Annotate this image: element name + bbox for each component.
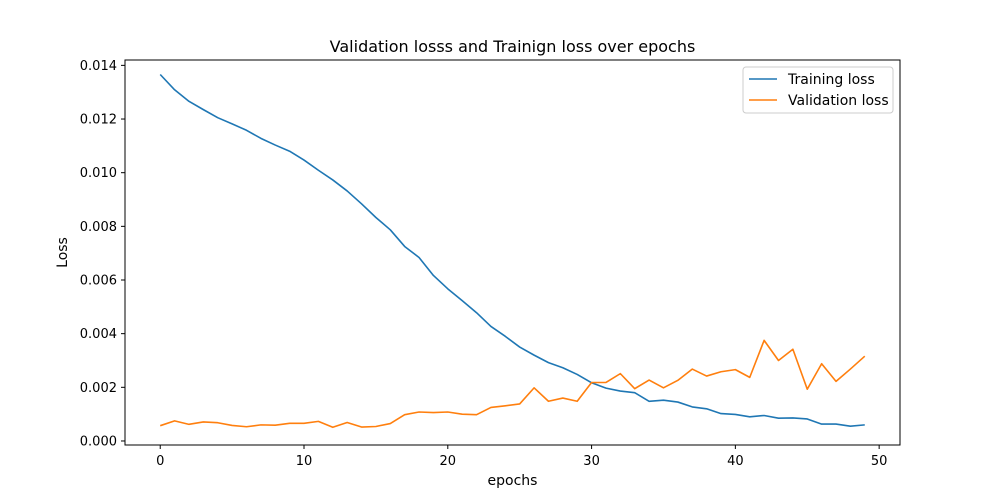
x-tick-label: 40 bbox=[727, 454, 744, 469]
y-tick-label: 0.010 bbox=[80, 166, 117, 181]
y-tick-label: 0.006 bbox=[80, 274, 117, 289]
x-tick-label: 0 bbox=[156, 454, 164, 469]
plot-lines bbox=[159, 73, 866, 429]
series-line-validation-loss bbox=[159, 339, 866, 429]
plot-frame bbox=[124, 59, 901, 446]
y-tick-label: 0.004 bbox=[80, 327, 117, 342]
legend-label: Validation loss bbox=[788, 93, 889, 109]
x-axis-label: epochs bbox=[488, 473, 538, 489]
series-line-training-loss bbox=[159, 73, 865, 428]
legend: Training loss Validation loss bbox=[742, 66, 894, 114]
x-axis: 0 10 20 30 40 50 bbox=[156, 445, 887, 469]
y-tick-label: 0.008 bbox=[80, 220, 117, 235]
y-tick-label: 0.014 bbox=[80, 59, 117, 74]
legend-label: Training loss bbox=[787, 72, 875, 88]
y-tick-label: 0.000 bbox=[80, 434, 117, 449]
x-tick-label: 30 bbox=[583, 454, 600, 469]
x-tick-label: 50 bbox=[871, 454, 888, 469]
y-axis: 0.000 0.002 0.004 0.006 0.008 0.010 0.012 0.014 bbox=[80, 59, 125, 449]
y-tick-label: 0.002 bbox=[80, 381, 117, 396]
x-tick-label: 10 bbox=[296, 454, 313, 469]
chart-title: Validation losss and Trainign loss over … bbox=[330, 37, 696, 56]
y-tick-label: 0.012 bbox=[80, 113, 117, 128]
x-tick-label: 20 bbox=[440, 454, 457, 469]
y-axis-label: Loss bbox=[55, 237, 71, 268]
legend-box bbox=[742, 66, 894, 114]
